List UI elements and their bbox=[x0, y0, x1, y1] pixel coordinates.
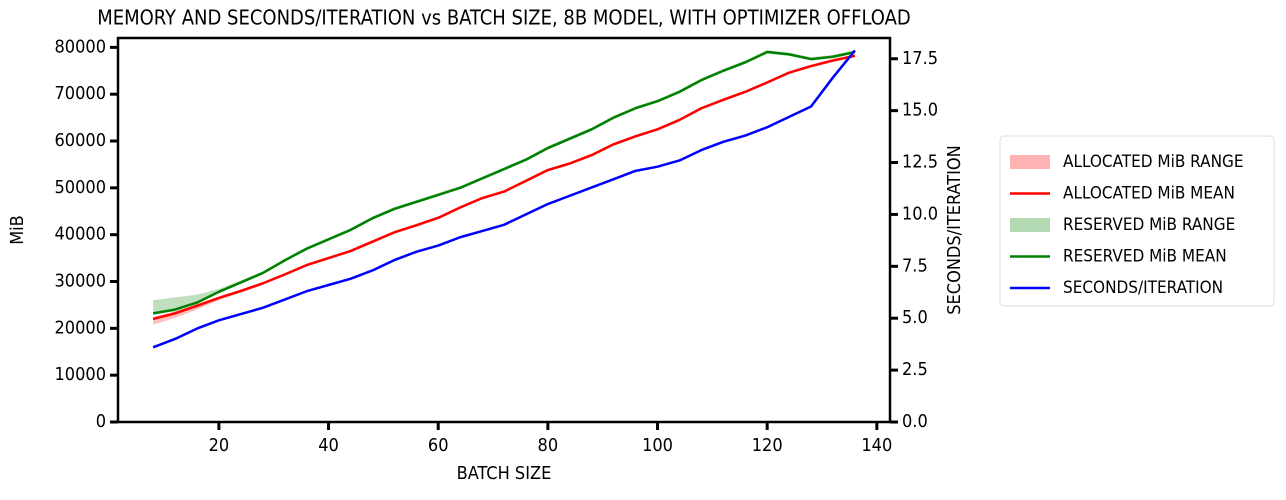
y2-tick-label: 0.0 bbox=[902, 411, 928, 432]
y2-tick-label: 5.0 bbox=[902, 307, 928, 328]
x-tick-label: 60 bbox=[428, 435, 449, 456]
legend-frame bbox=[999, 135, 1275, 307]
y-tick-label: 0 bbox=[96, 411, 106, 432]
x-tick-label: 80 bbox=[538, 435, 559, 456]
legend-swatch bbox=[1010, 218, 1050, 232]
y-tick-label: 50000 bbox=[54, 177, 106, 198]
y-tick-label: 40000 bbox=[54, 224, 106, 245]
y2-tick-label: 15.0 bbox=[902, 100, 938, 121]
legend-label: RESERVED MiB RANGE bbox=[1063, 215, 1235, 235]
x-tick-label: 140 bbox=[861, 435, 892, 456]
legend-label: SECONDS/ITERATION bbox=[1063, 278, 1223, 298]
range-band bbox=[153, 50, 855, 315]
plot-frame bbox=[116, 36, 892, 424]
x-tick-label: 40 bbox=[318, 435, 339, 456]
legend-swatch bbox=[1010, 155, 1050, 169]
y2-axis-label: SECONDS/ITERATION bbox=[944, 145, 965, 315]
y2-tick-label: 10.0 bbox=[902, 203, 938, 224]
x-tick-label: 120 bbox=[752, 435, 783, 456]
y-tick-label: 30000 bbox=[54, 271, 106, 292]
chart-title: MEMORY AND SECONDS/ITERATION vs BATCH SI… bbox=[97, 6, 911, 30]
x-tick-label: 100 bbox=[642, 435, 673, 456]
legend-label: RESERVED MiB MEAN bbox=[1063, 247, 1227, 267]
y-tick-label: 60000 bbox=[54, 130, 106, 151]
y-tick-label: 20000 bbox=[54, 317, 106, 338]
legend-label: ALLOCATED MiB RANGE bbox=[1063, 152, 1244, 172]
y-tick-label: 70000 bbox=[54, 83, 106, 104]
y-tick-label: 10000 bbox=[54, 364, 106, 385]
series-line bbox=[152, 49, 856, 349]
x-axis-label: BATCH SIZE bbox=[457, 463, 552, 484]
y2-tick-label: 2.5 bbox=[902, 359, 928, 380]
y2-tick-label: 7.5 bbox=[902, 255, 928, 276]
y-tick-label: 80000 bbox=[54, 36, 106, 57]
y-axis-label: MiB bbox=[7, 215, 28, 245]
y2-tick-label: 12.5 bbox=[902, 152, 938, 173]
y2-tick-label: 17.5 bbox=[902, 48, 938, 69]
series-line bbox=[152, 50, 856, 315]
legend-label: ALLOCATED MiB MEAN bbox=[1063, 184, 1235, 204]
series-line bbox=[152, 54, 856, 321]
x-tick-label: 20 bbox=[209, 435, 230, 456]
